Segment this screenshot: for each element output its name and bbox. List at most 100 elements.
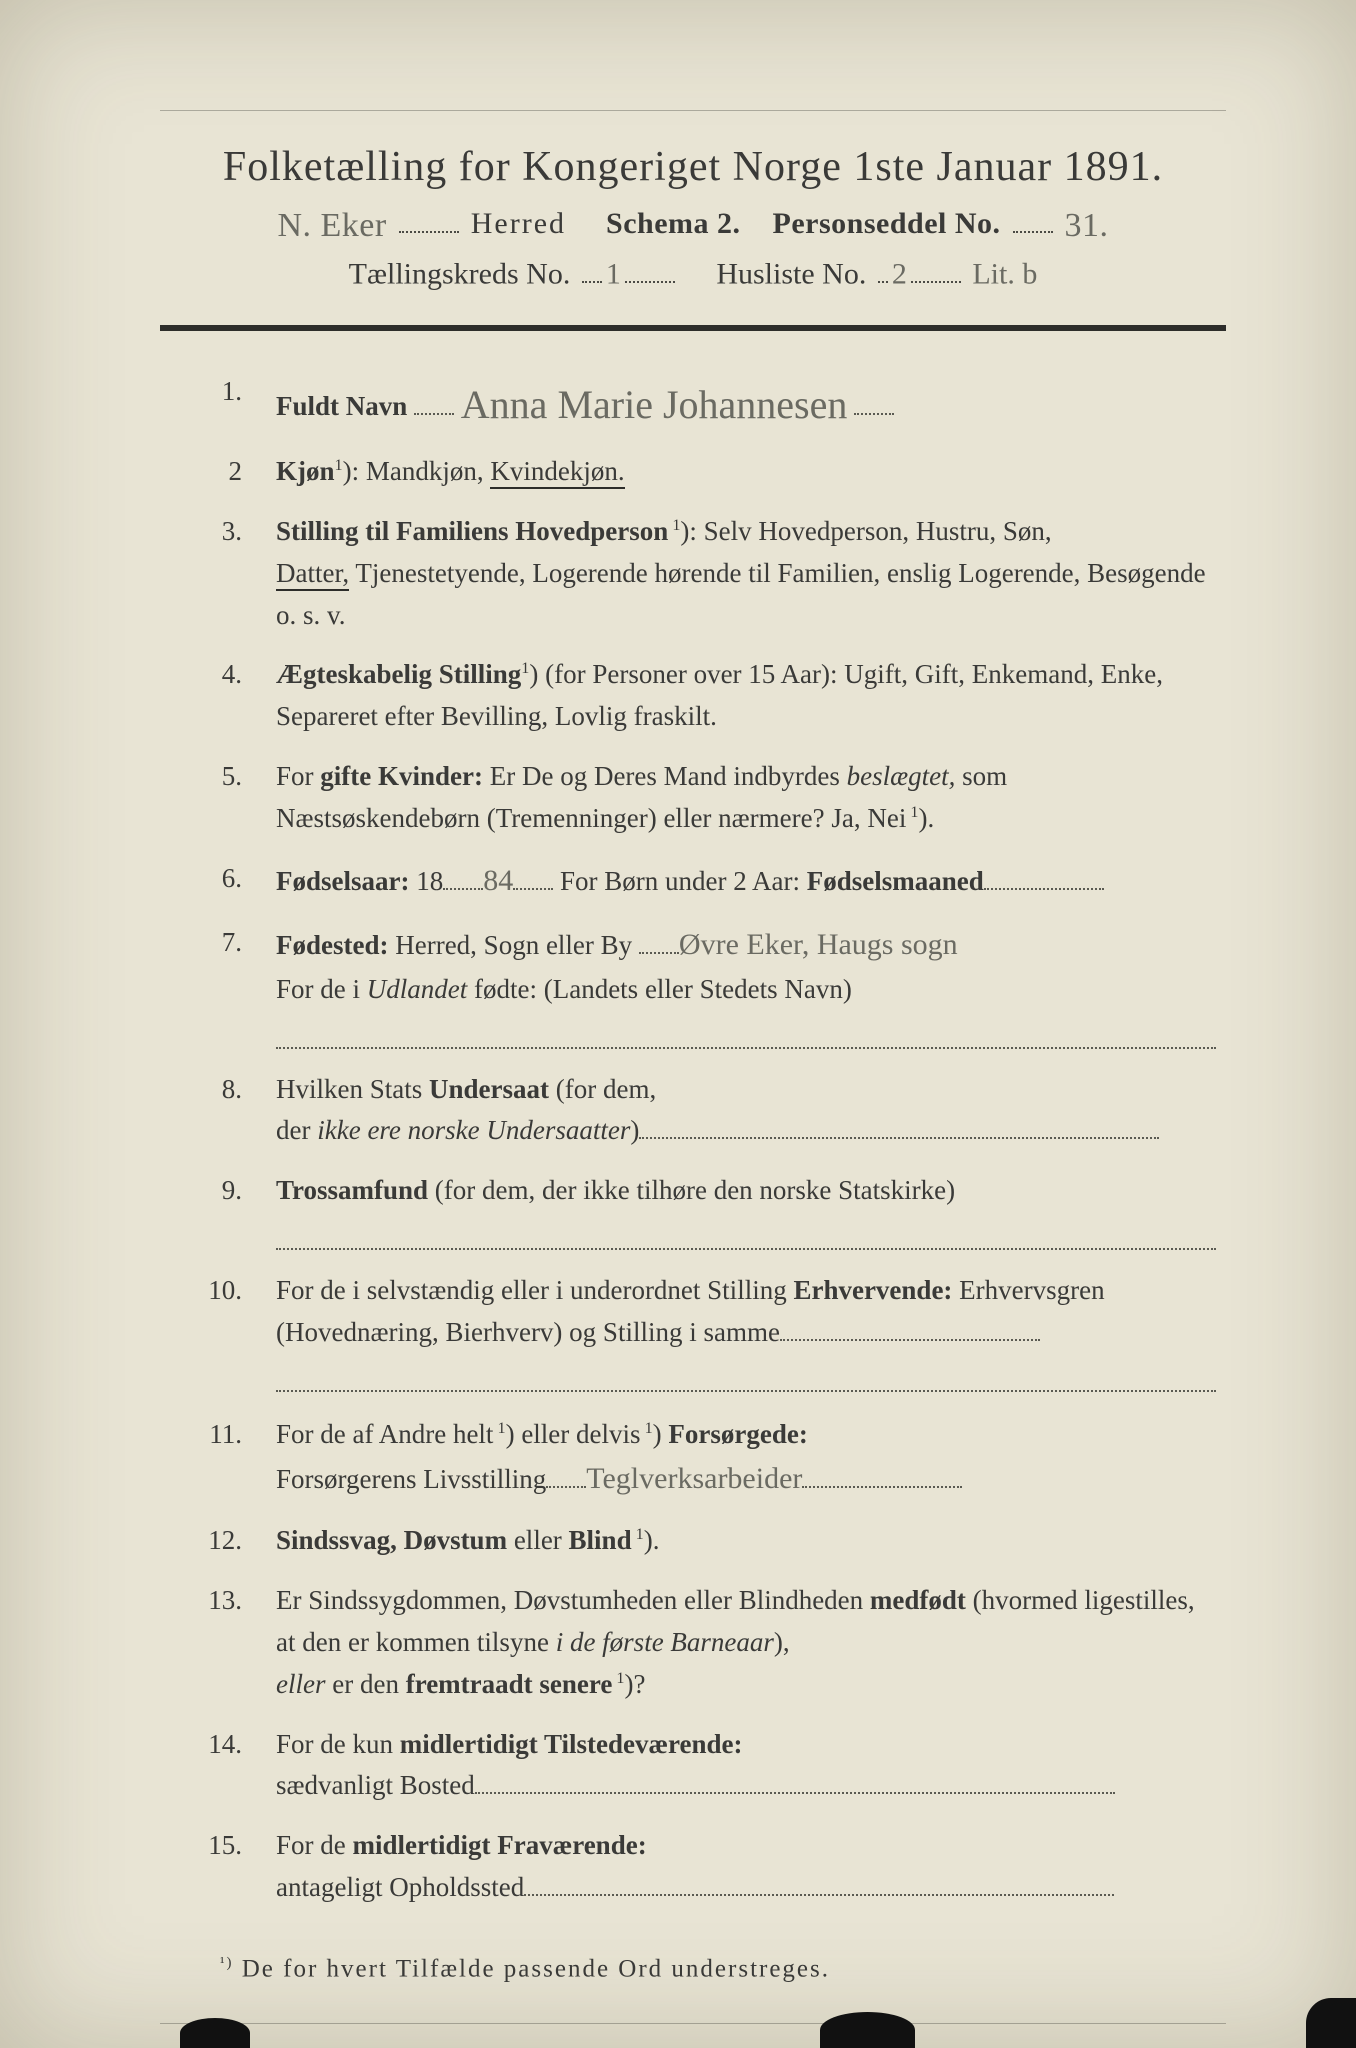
text: sædvanligt Bosted [276, 1770, 475, 1800]
item-body: Fødselsaar: 1884 For Børn under 2 Aar: F… [276, 858, 1216, 905]
personseddel-no-hw: 31. [1065, 207, 1109, 244]
item-body: Fuldt Navn Anna Marie Johannesen [276, 371, 1216, 433]
item-14: 14. For de kun midlertidigt Tilstedevære… [170, 1724, 1216, 1808]
text: Herred, Sogn eller By [388, 930, 632, 960]
text: ). [918, 803, 934, 833]
field-label: Ægteskabelig Stilling [276, 659, 521, 689]
text: ) [630, 1115, 639, 1145]
item-9: 9. Trossamfund (for dem, der ikke tilhør… [170, 1170, 1216, 1252]
text: For de af Andre helt [276, 1419, 493, 1449]
item-num: 9. [170, 1170, 276, 1212]
item-body: Ægteskabelig Stilling1) (for Personer ov… [276, 654, 1216, 738]
footnote-marker: ¹) [220, 1955, 234, 1971]
bold-text: midlertidigt Tilstedeværende: [400, 1729, 743, 1759]
text: For [276, 761, 320, 791]
item-body: Trossamfund (for dem, der ikke tilhøre d… [276, 1170, 1216, 1252]
blank-dotted-line [276, 1368, 1216, 1392]
text: ): Mandkjøn, [343, 456, 491, 486]
census-form-page: Folketælling for Kongeriget Norge 1ste J… [0, 0, 1356, 2048]
text: For de i [276, 974, 367, 1004]
item-num: 3. [170, 511, 276, 553]
item-11: 11. For de af Andre helt 1) eller delvis… [170, 1414, 1216, 1502]
item-num: 10. [170, 1270, 276, 1312]
bold-text: Blind [569, 1525, 632, 1555]
field-label: Sindssvag, Døvstum [276, 1525, 507, 1555]
selected-option: Datter, [276, 558, 349, 591]
item-num: 11. [170, 1414, 276, 1456]
text: fødte: (Landets eller Stedets Navn) [467, 974, 852, 1004]
italic-text: Udlandet [367, 974, 468, 1004]
bold-text: Forsørgede: [668, 1419, 807, 1449]
selected-option: Kvindekjøn. [490, 456, 624, 489]
item-num: 8. [170, 1069, 276, 1111]
husliste-extra-hw: Lit. b [972, 257, 1037, 290]
item-2: 2 Kjøn1): Mandkjøn, Kvindekjøn. [170, 451, 1216, 493]
content-frame: Folketælling for Kongeriget Norge 1ste J… [160, 110, 1226, 2024]
text: Er Sindssygdommen, Døvstumheden eller Bl… [276, 1585, 870, 1615]
text: For de kun [276, 1729, 400, 1759]
item-body: Hvilken Stats Undersaat (for dem, der ik… [276, 1069, 1216, 1153]
footnote: ¹) De for hvert Tilfælde passende Ord un… [160, 1955, 1226, 1983]
page-damage [180, 2018, 250, 2048]
field-label: Fødselsaar: [276, 866, 409, 896]
bold-text: fremtraadt senere [406, 1669, 613, 1699]
schema-label: Schema 2. [606, 207, 741, 240]
item-8: 8. Hvilken Stats Undersaat (for dem, der… [170, 1069, 1216, 1153]
text: For de [276, 1830, 353, 1860]
text: antageligt Opholdssted [276, 1872, 524, 1902]
item-num: 7. [170, 922, 276, 964]
kreds-no-hw: 1 [606, 257, 621, 290]
husliste-no-hw: 2 [892, 257, 907, 290]
page-damage [1306, 1998, 1356, 2048]
field-label: Fødselsmaaned [807, 866, 984, 896]
item-13: 13. Er Sindssygdommen, Døvstumheden elle… [170, 1580, 1216, 1706]
text: o. s. v. [276, 600, 346, 630]
bold-text: gifte Kvinder: [320, 761, 483, 791]
blank-dotted-line [276, 1025, 1216, 1049]
item-5: 5. For gifte Kvinder: Er De og Deres Man… [170, 756, 1216, 840]
italic-text: eller [276, 1669, 325, 1699]
divider-rule [160, 325, 1226, 331]
item-num: 15. [170, 1825, 276, 1867]
footnote-text: De for hvert Tilfælde passende Ord under… [234, 1955, 831, 1982]
item-7: 7. Fødested: Herred, Sogn eller By Øvre … [170, 922, 1216, 1050]
text: ) [653, 1419, 669, 1449]
husliste-label: Husliste No. [716, 257, 866, 290]
field-label: Fødested: [276, 930, 388, 960]
blank-dotted-line [276, 1226, 1216, 1250]
text: ): Selv Hovedperson, Hustru, Søn, [680, 516, 1051, 546]
kreds-label: Tællingskreds No. [349, 257, 571, 290]
page-damage [820, 2012, 915, 2048]
item-body: Fødested: Herred, Sogn eller By Øvre Eke… [276, 922, 1216, 1050]
item-num: 12. [170, 1520, 276, 1562]
text: Er De og Deres Mand indbyrdes [483, 761, 847, 791]
text: Forsørgerens Livsstilling [276, 1464, 546, 1494]
text: Tjenestetyende, Logerende hørende til Fa… [355, 558, 1205, 588]
item-num: 6. [170, 858, 276, 900]
text: 18 [409, 866, 443, 896]
item-body: Er Sindssygdommen, Døvstumheden eller Bl… [276, 1580, 1216, 1706]
field-label: Kjøn [276, 456, 335, 486]
main-title: Folketælling for Kongeriget Norge 1ste J… [160, 141, 1226, 194]
item-body: Stilling til Familiens Hovedperson 1): S… [276, 511, 1216, 637]
item-body: For de i selvstændig eller i underordnet… [276, 1270, 1216, 1394]
italic-text: beslægtet, [847, 761, 956, 791]
text: ), [774, 1627, 790, 1657]
field-label: Stilling til Familiens Hovedperson [276, 516, 668, 546]
text: er den [325, 1669, 405, 1699]
header-row-2: Tællingskreds No. 1 Husliste No. 2 Lit. … [160, 256, 1226, 292]
herred-handwritten: N. Eker [277, 207, 386, 244]
bold-text: Erhvervende: [793, 1275, 952, 1305]
text: eller [507, 1525, 568, 1555]
text: )? [625, 1669, 646, 1699]
item-10: 10. For de i selvstændig eller i underor… [170, 1270, 1216, 1394]
birthyear-handwritten: 84 [483, 864, 513, 897]
item-3: 3. Stilling til Familiens Hovedperson 1)… [170, 511, 1216, 637]
item-12: 12. Sindssvag, Døvstum eller Blind 1). [170, 1520, 1216, 1562]
header-block: Folketælling for Kongeriget Norge 1ste J… [160, 141, 1226, 291]
item-body: For de af Andre helt 1) eller delvis 1) … [276, 1414, 1216, 1502]
bold-text: Undersaat [429, 1074, 549, 1104]
item-body: Kjøn1): Mandkjøn, Kvindekjøn. [276, 451, 1216, 493]
item-num: 14. [170, 1724, 276, 1766]
text: ) eller delvis [506, 1419, 641, 1449]
